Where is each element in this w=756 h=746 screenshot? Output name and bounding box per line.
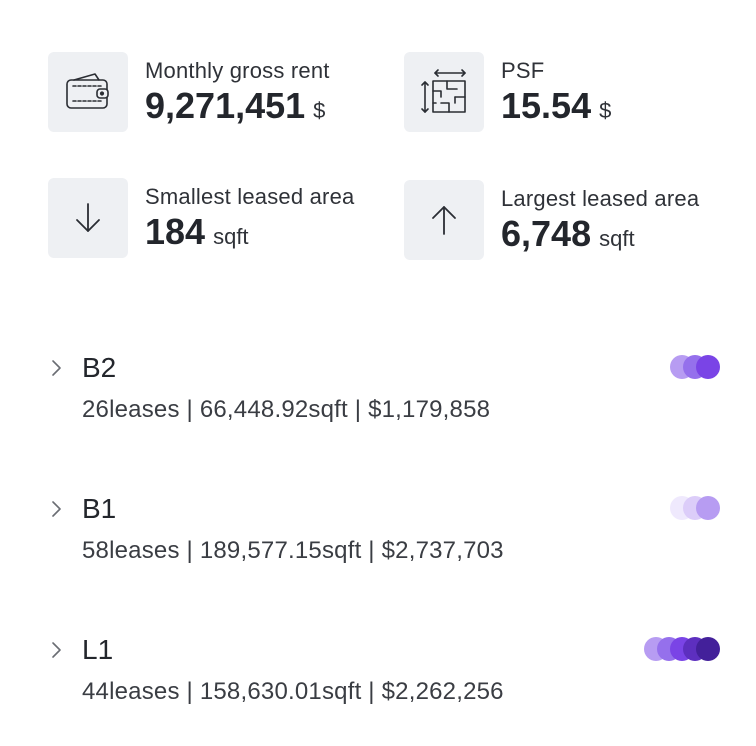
- stat-unit: sqft: [213, 224, 249, 249]
- stat-value: 6,748: [501, 213, 592, 254]
- stat-value: 15.54: [501, 85, 592, 126]
- chevron-right-icon[interactable]: [44, 497, 68, 521]
- stat-label: PSF: [501, 58, 545, 83]
- occupancy-dot: [696, 637, 720, 661]
- arrow-down-icon: [48, 178, 128, 258]
- floor-summary: 58leases | 189,577.15sqft | $2,737,703: [82, 537, 504, 564]
- occupancy-dot: [696, 355, 720, 379]
- stat-smallest-leased-area: Smallest leased area 184 sqft: [48, 178, 354, 258]
- floor-name: L1: [82, 634, 114, 665]
- stat-monthly-gross-rent: Monthly gross rent 9,271,451 $: [48, 52, 330, 132]
- floor-name: B2: [82, 352, 117, 383]
- arrow-up-icon: [404, 180, 484, 260]
- stat-label: Smallest leased area: [145, 184, 355, 209]
- floor-plan-icon: [404, 52, 484, 132]
- occupancy-dots: [670, 496, 720, 520]
- occupancy-dots: [644, 637, 720, 661]
- stat-largest-leased-area: Largest leased area 6,748 sqft: [404, 180, 699, 260]
- wallet-icon: [48, 52, 128, 132]
- stat-label: Monthly gross rent: [145, 58, 330, 83]
- stat-psf: PSF 15.54 $: [404, 52, 611, 132]
- floor-summary: 44leases | 158,630.01sqft | $2,262,256: [82, 678, 504, 705]
- stat-unit: $: [599, 98, 612, 123]
- chevron-right-icon[interactable]: [44, 356, 68, 380]
- floor-row-l1[interactable]: L1 44leases | 158,630.01sqft | $2,262,25…: [44, 632, 720, 706]
- stat-unit: $: [313, 98, 326, 123]
- occupancy-dots: [670, 355, 720, 379]
- floor-row-b2[interactable]: B2 26leases | 66,448.92sqft | $1,179,858: [44, 350, 720, 424]
- floor-row-b1[interactable]: B1 58leases | 189,577.15sqft | $2,737,70…: [44, 491, 720, 565]
- chevron-right-icon[interactable]: [44, 638, 68, 662]
- occupancy-dot: [696, 496, 720, 520]
- stat-label: Largest leased area: [501, 186, 700, 211]
- stat-value: 184: [145, 211, 206, 252]
- stat-unit: sqft: [599, 226, 635, 251]
- stat-value: 9,271,451: [145, 85, 306, 126]
- floor-summary: 26leases | 66,448.92sqft | $1,179,858: [82, 396, 491, 423]
- floor-name: B1: [82, 493, 117, 524]
